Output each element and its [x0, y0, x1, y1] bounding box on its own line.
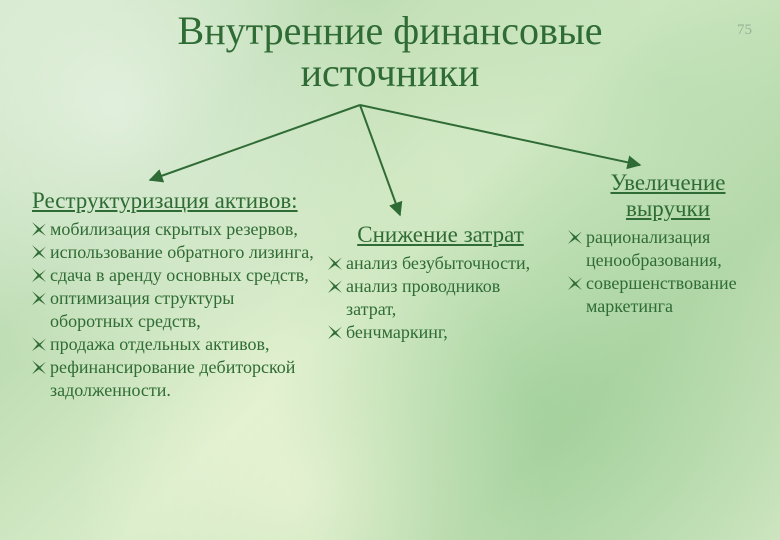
list-item: рефинансирование дебиторской задолженнос…: [32, 356, 322, 402]
list-revenue-increase: рационализация ценообразования,совершенс…: [568, 226, 768, 318]
heading-cost-reduction: Снижение затрат: [328, 222, 553, 248]
list-item: сдача в аренду основных средств,: [32, 264, 322, 287]
column-cost-reduction: Снижение затрат анализ безубыточности,ан…: [328, 222, 553, 344]
list-item: анализ проводников затрат,: [328, 275, 553, 321]
list-item: рационализация ценообразования,: [568, 226, 768, 272]
list-item: бенчмаркинг,: [328, 321, 553, 344]
list-restructuring: мобилизация скрытых резервов,использован…: [32, 218, 322, 402]
heading-revenue-line1: Увеличение: [610, 170, 725, 195]
list-item: продажа отдельных активов,: [32, 333, 322, 356]
heading-revenue-line2: выручки: [626, 196, 710, 221]
column-revenue-increase: Увеличение выручки рационализация ценооб…: [568, 170, 768, 318]
column-restructuring: Реструктуризация активов: мобилизация ск…: [32, 188, 322, 402]
title-line-2: источники: [301, 50, 480, 95]
list-cost-reduction: анализ безубыточности,анализ проводников…: [328, 252, 553, 344]
heading-restructuring: Реструктуризация активов:: [32, 188, 322, 214]
list-item: анализ безубыточности,: [328, 252, 553, 275]
list-item: оптимизация структуры оборотных средств,: [32, 287, 322, 333]
page-number: 75: [737, 22, 752, 39]
heading-revenue-increase: Увеличение выручки: [568, 170, 768, 222]
title-line-1: Внутренние финансовые: [178, 8, 603, 53]
list-item: использование обратного лизинга,: [32, 241, 322, 264]
slide-title: Внутренние финансовые источники: [0, 0, 780, 94]
list-item: совершенствование маркетинга: [568, 272, 768, 318]
list-item: мобилизация скрытых резервов,: [32, 218, 322, 241]
